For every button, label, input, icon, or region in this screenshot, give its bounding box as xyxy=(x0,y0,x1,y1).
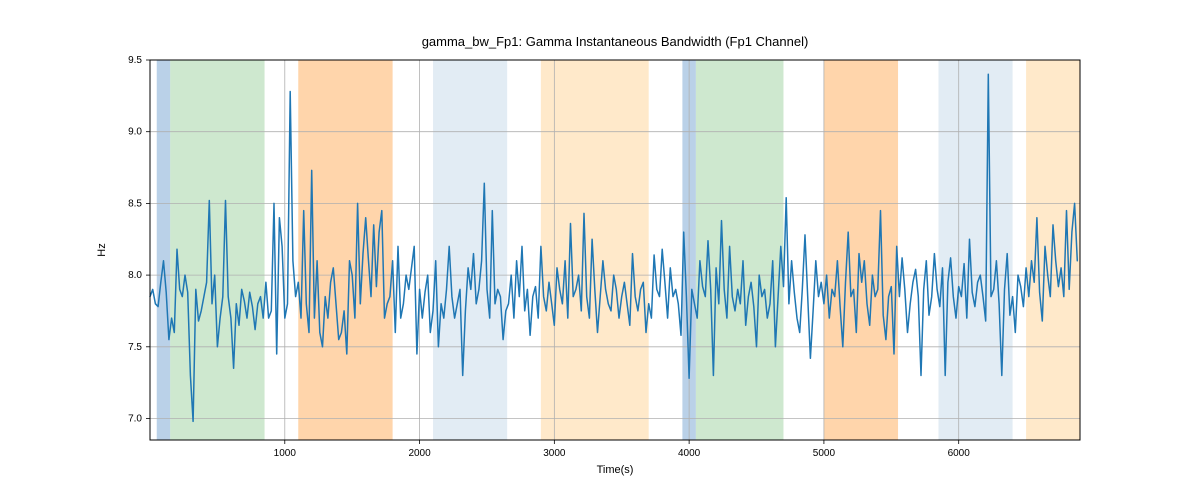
span-region xyxy=(541,60,649,440)
span-region xyxy=(157,60,170,440)
y-tick-label: 8.0 xyxy=(128,270,142,281)
background-spans xyxy=(157,60,1080,440)
y-tick-label: 7.5 xyxy=(128,342,142,353)
x-tick-label: 6000 xyxy=(948,448,971,459)
x-tick-label: 3000 xyxy=(543,448,566,459)
span-region xyxy=(938,60,1012,440)
y-tick-label: 8.5 xyxy=(128,198,142,209)
chart-svg: 1000 2000 3000 4000 5000 6000 7.0 7.5 8.0 8.5 9.0 9… xyxy=(0,0,1200,500)
span-region xyxy=(1026,60,1080,440)
y-axis-label: Hz xyxy=(96,243,108,256)
x-tick-label: 4000 xyxy=(678,448,701,459)
x-tick-label: 1000 xyxy=(274,448,297,459)
span-region xyxy=(824,60,898,440)
chart-title: gamma_bw_Fp1: Gamma Instantaneous Bandwi… xyxy=(422,34,809,49)
span-region xyxy=(170,60,264,440)
y-tick-label: 9.5 xyxy=(128,55,142,66)
x-tick-label: 2000 xyxy=(408,448,431,459)
x-tick-label: 5000 xyxy=(813,448,836,459)
span-region xyxy=(433,60,507,440)
y-tick-label: 7.0 xyxy=(128,413,142,424)
chart-container: 1000 2000 3000 4000 5000 6000 7.0 7.5 8.0 8.5 9.0 9… xyxy=(0,0,1200,500)
x-axis-label: Time(s) xyxy=(597,464,634,476)
y-tick-label: 9.0 xyxy=(128,127,142,138)
